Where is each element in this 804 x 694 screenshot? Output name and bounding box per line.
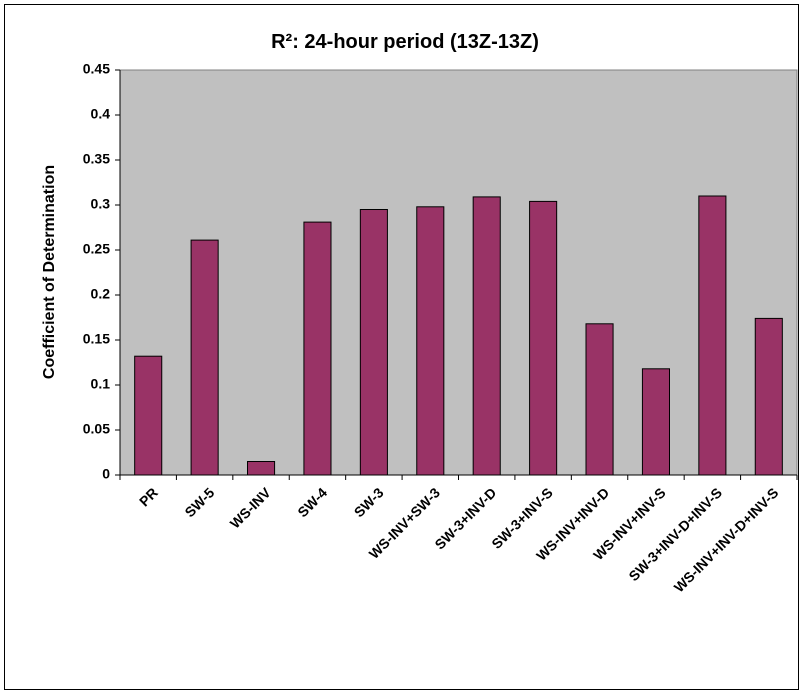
y-tick-label: 0.45 [83, 61, 110, 77]
y-axis-label: Coefficient of Determination [41, 165, 58, 379]
bar [698, 195, 727, 476]
bar [134, 355, 163, 476]
y-tick-label: 0.2 [91, 286, 111, 302]
bar [529, 200, 558, 476]
y-tick-label: 0 [102, 466, 110, 482]
plot-area [119, 69, 798, 476]
y-tick-label: 0.1 [91, 376, 111, 392]
y-tick-label: 0.05 [83, 421, 110, 437]
bar [247, 461, 276, 476]
bar [472, 196, 501, 476]
bar [754, 317, 783, 476]
bar [416, 206, 445, 476]
y-tick-label: 0.15 [83, 331, 110, 347]
chart-title: R²: 24-hour period (13Z-13Z) [271, 31, 539, 53]
y-tick-label: 0.3 [91, 196, 111, 212]
bar [359, 209, 388, 476]
y-tick-label: 0.35 [83, 151, 110, 167]
bar [190, 239, 219, 476]
bar [641, 368, 670, 476]
y-tick-label: 0.25 [83, 241, 110, 257]
bar [303, 221, 332, 476]
bar [585, 323, 614, 476]
y-tick-label: 0.4 [91, 106, 111, 122]
